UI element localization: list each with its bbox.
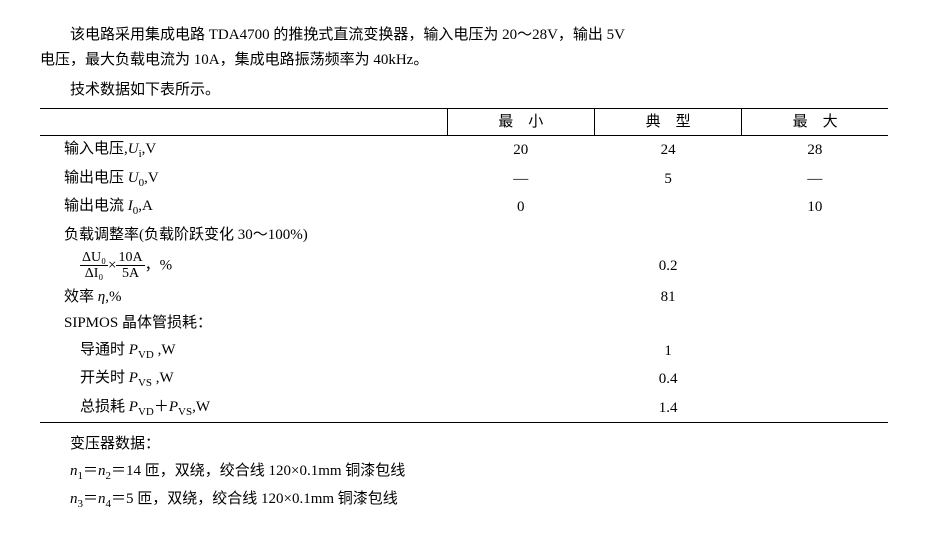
cell-label: 导通时 PVD ,W <box>40 337 447 366</box>
cell-label: SIPMOS 晶体管损耗： <box>40 310 447 337</box>
table-row: ΔU₀ΔI₀×10A5A，% 0.2 <box>40 248 888 284</box>
cell-typ: 24 <box>594 136 741 165</box>
cell-label: 负载调整率(负载阶跃变化 30～100%) <box>40 222 447 249</box>
cell-typ <box>594 310 741 337</box>
cell-label: 输入电压,Ui,V <box>40 136 447 165</box>
cell-max <box>742 365 888 394</box>
table-row: 导通时 PVD ,W 1 <box>40 337 888 366</box>
header-param <box>40 108 447 136</box>
cell-label: 开关时 PVS ,W <box>40 365 447 394</box>
cell-typ: 81 <box>594 284 741 311</box>
cell-max <box>742 284 888 311</box>
frac-num: 10A <box>116 250 144 266</box>
cell-min <box>447 337 594 366</box>
cell-min <box>447 310 594 337</box>
cell-typ: 0.2 <box>594 248 741 284</box>
cell-typ <box>594 222 741 249</box>
cell-max <box>742 337 888 366</box>
table-row: 负载调整率(负载阶跃变化 30～100%) <box>40 222 888 249</box>
table-row: 输出电压 U0,V — 5 — <box>40 165 888 194</box>
cell-max: 10 <box>742 193 888 222</box>
table-row: 效率 η,% 81 <box>40 284 888 311</box>
cell-label: ΔU₀ΔI₀×10A5A，% <box>40 248 447 284</box>
cell-max <box>742 222 888 249</box>
cell-min: — <box>447 165 594 194</box>
cell-typ: 1.4 <box>594 394 741 423</box>
frac-suffix: ，% <box>145 257 173 273</box>
cell-max <box>742 248 888 284</box>
intro-line-3: 技术数据如下表所示。 <box>40 79 888 102</box>
table-row: SIPMOS 晶体管损耗： <box>40 310 888 337</box>
cell-min <box>447 394 594 423</box>
cell-typ <box>594 193 741 222</box>
cell-min <box>447 365 594 394</box>
cell-max: 28 <box>742 136 888 165</box>
cell-min <box>447 284 594 311</box>
spec-table: 最 小 典 型 最 大 输入电压,Ui,V 20 24 28 输出电压 U0,V… <box>40 108 888 424</box>
table-row: 输出电流 I0,A 0 10 <box>40 193 888 222</box>
transformer-heading: 变压器数据： <box>40 433 888 456</box>
table-row: 输入电压,Ui,V 20 24 28 <box>40 136 888 165</box>
cell-max: — <box>742 165 888 194</box>
frac-den: 5A <box>116 266 144 281</box>
cell-max <box>742 394 888 423</box>
header-typ: 典 型 <box>594 108 741 136</box>
cell-typ: 0.4 <box>594 365 741 394</box>
cell-typ: 5 <box>594 165 741 194</box>
cell-min: 0 <box>447 193 594 222</box>
cell-typ: 1 <box>594 337 741 366</box>
cell-label: 总损耗 PVD＋PVS,W <box>40 394 447 423</box>
cell-min <box>447 248 594 284</box>
table-row: 总损耗 PVD＋PVS,W 1.4 <box>40 394 888 423</box>
cell-label: 输出电压 U0,V <box>40 165 447 194</box>
transformer-spec-2: n3＝n4＝5 匝，双绕，绞合线 120×0.1mm 铜漆包线 <box>40 488 888 513</box>
transformer-spec-1: n1＝n2＝14 匝，双绕，绞合线 120×0.1mm 铜漆包线 <box>40 460 888 485</box>
intro-line-1: 该电路采用集成电路 TDA4700 的推挽式直流变换器，输入电压为 20～28V… <box>40 24 888 47</box>
cell-max <box>742 310 888 337</box>
intro-line-2: 电压，最大负载电流为 10A，集成电路振荡频率为 40kHz。 <box>40 49 888 72</box>
table-row: 开关时 PVS ,W 0.4 <box>40 365 888 394</box>
header-max: 最 大 <box>742 108 888 136</box>
cell-min: 20 <box>447 136 594 165</box>
frac-num: ΔU₀ <box>80 250 108 266</box>
cell-min <box>447 222 594 249</box>
cell-label: 输出电流 I0,A <box>40 193 447 222</box>
header-min: 最 小 <box>447 108 594 136</box>
cell-label: 效率 η,% <box>40 284 447 311</box>
frac-den: ΔI₀ <box>80 266 108 281</box>
